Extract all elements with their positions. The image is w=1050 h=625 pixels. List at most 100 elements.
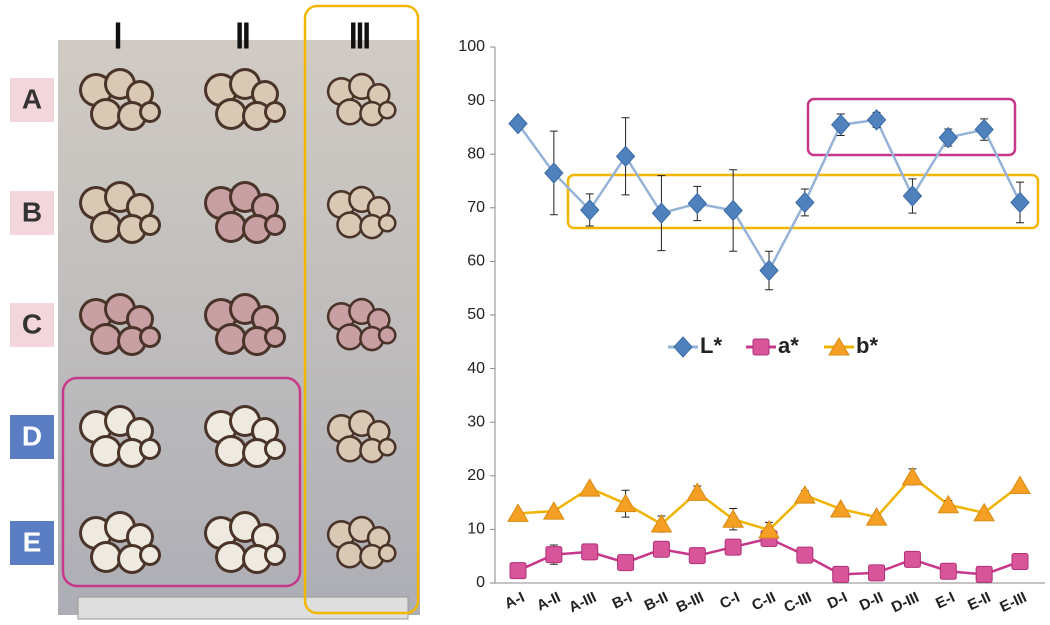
marker: [869, 565, 885, 581]
legend-marker: [674, 337, 692, 357]
marker: [940, 563, 956, 579]
y-tick-label: 10: [467, 521, 485, 538]
legend-marker: [753, 339, 769, 355]
x-tick-label: B-I: [610, 589, 635, 613]
wood-piece-face: [380, 440, 394, 454]
x-tick-label: B-III: [674, 589, 707, 616]
marker: [939, 128, 957, 148]
marker: [724, 200, 742, 220]
wood-piece-face: [93, 214, 119, 240]
marker: [975, 120, 993, 140]
marker: [904, 551, 920, 567]
row-label: D: [22, 420, 42, 451]
x-tick-label: D-II: [857, 589, 886, 615]
marker: [546, 547, 562, 563]
y-tick-label: 30: [467, 413, 485, 430]
wood-piece-face: [339, 214, 361, 236]
marker: [795, 486, 815, 503]
x-tick-label: D-III: [889, 589, 922, 616]
x-tick-label: D-I: [825, 589, 850, 613]
wood-piece-face: [218, 214, 244, 240]
ruler: [78, 597, 408, 619]
marker: [796, 192, 814, 212]
wood-piece-face: [142, 329, 158, 345]
y-tick-label: 0: [476, 574, 485, 591]
x-tick-label: C-I: [717, 589, 742, 613]
wood-piece-face: [380, 546, 394, 560]
wood-piece-face: [93, 101, 119, 127]
marker: [653, 541, 669, 557]
wood-piece-face: [93, 326, 119, 352]
wood-piece-face: [142, 441, 158, 457]
chart: 0102030405060708090100A-IA-IIA-IIIB-IB-I…: [458, 38, 1045, 616]
marker: [1012, 554, 1028, 570]
marker: [760, 261, 778, 281]
y-tick-label: 20: [467, 467, 485, 484]
marker: [831, 500, 851, 517]
x-tick-label: C-II: [749, 589, 778, 615]
legend-label: L*: [700, 333, 722, 358]
marker: [687, 483, 707, 500]
wood-piece-face: [218, 326, 244, 352]
marker: [902, 468, 922, 485]
wood-piece-face: [267, 329, 283, 345]
wood-piece-face: [380, 328, 394, 342]
figure: ⅠⅡⅢABCDE 0102030405060708090100A-IA-IIA-…: [0, 0, 1050, 625]
wood-piece-face: [218, 101, 244, 127]
marker: [652, 203, 670, 223]
wood-piece-face: [339, 101, 361, 123]
x-tick-label: A-I: [502, 589, 527, 613]
y-tick-label: 100: [458, 38, 485, 55]
marker: [616, 495, 636, 512]
wood-piece-face: [339, 438, 361, 460]
marker: [797, 547, 813, 563]
column-label: Ⅱ: [235, 19, 252, 56]
legend-label: b*: [856, 333, 878, 358]
y-tick-label: 40: [467, 360, 485, 377]
marker: [580, 479, 600, 496]
wood-piece-face: [267, 104, 283, 120]
wood-piece-face: [339, 544, 361, 566]
y-tick-label: 80: [467, 145, 485, 162]
wood-piece-face: [380, 216, 394, 230]
marker: [688, 194, 706, 214]
marker: [617, 146, 635, 166]
wood-piece-face: [218, 544, 244, 570]
x-tick-label: E-I: [933, 589, 958, 613]
wood-piece-face: [267, 547, 283, 563]
marker: [618, 555, 634, 571]
y-tick-label: 50: [467, 306, 485, 323]
x-tick-label: C-III: [781, 589, 814, 616]
row-label: C: [22, 308, 42, 339]
marker: [868, 110, 886, 130]
wood-piece-face: [93, 544, 119, 570]
wood-piece-face: [218, 438, 244, 464]
x-tick-label: A-II: [534, 589, 563, 615]
row-label: A: [22, 83, 42, 114]
x-tick-label: B-II: [642, 589, 671, 615]
marker: [1010, 476, 1030, 493]
marker: [689, 548, 705, 564]
row-label: B: [22, 196, 42, 227]
x-tick-label: E-III: [997, 589, 1029, 616]
wood-piece-face: [142, 217, 158, 233]
marker: [832, 115, 850, 135]
marker: [833, 566, 849, 582]
column-label: Ⅲ: [348, 19, 371, 56]
legend-label: a*: [778, 333, 799, 358]
wood-piece-face: [339, 326, 361, 348]
wood-piece-face: [142, 104, 158, 120]
y-tick-label: 70: [467, 199, 485, 216]
marker: [582, 544, 598, 560]
wood-piece-face: [142, 547, 158, 563]
wood-piece-face: [267, 217, 283, 233]
y-tick-label: 90: [467, 92, 485, 109]
x-tick-label: E-II: [965, 589, 993, 614]
y-tick-label: 60: [467, 253, 485, 270]
marker: [1011, 192, 1029, 212]
column-label: Ⅰ: [113, 19, 123, 56]
marker: [903, 186, 921, 206]
marker: [976, 566, 992, 582]
row-label: E: [23, 526, 42, 557]
marker: [725, 539, 741, 555]
